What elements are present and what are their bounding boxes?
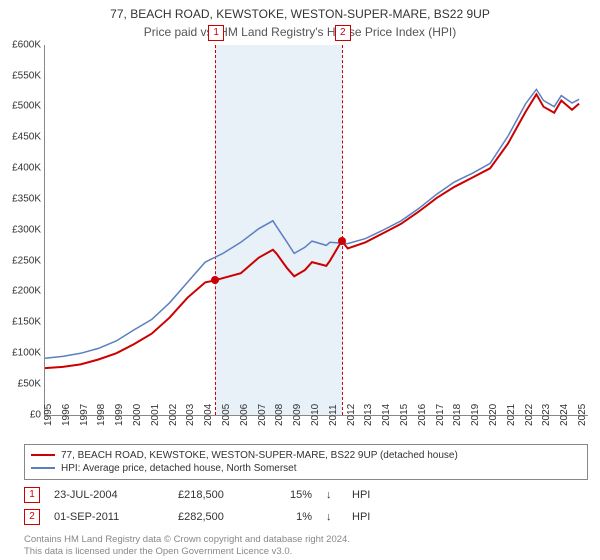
transaction-row: 2 01-SEP-2011 £282,500 1% ↓ HPI xyxy=(24,506,588,528)
legend: 77, BEACH ROAD, KEWSTOKE, WESTON-SUPER-M… xyxy=(24,444,588,480)
footer-line: Contains HM Land Registry data © Crown c… xyxy=(24,534,588,546)
chart-area: £0£50K£100K£150K£200K£250K£300K£350K£400… xyxy=(44,45,588,416)
transaction-date: 23-JUL-2004 xyxy=(54,489,164,501)
transaction-pct: 1% xyxy=(272,511,312,523)
x-axis: 1995199619971998199920002001200220032004… xyxy=(45,415,588,437)
legend-swatch xyxy=(31,467,55,469)
hpi-label: HPI xyxy=(352,489,370,501)
transaction-row: 1 23-JUL-2004 £218,500 15% ↓ HPI xyxy=(24,484,588,506)
transaction-table: 1 23-JUL-2004 £218,500 15% ↓ HPI 2 01-SE… xyxy=(24,484,588,528)
transaction-date: 01-SEP-2011 xyxy=(54,511,164,523)
legend-item: HPI: Average price, detached house, Nort… xyxy=(31,462,581,475)
transaction-pct: 15% xyxy=(272,489,312,501)
marker-badge: 1 xyxy=(24,487,40,503)
legend-label: HPI: Average price, detached house, Nort… xyxy=(61,463,297,474)
figure: 77, BEACH ROAD, KEWSTOKE, WESTON-SUPER-M… xyxy=(0,0,600,560)
footer-line: This data is licensed under the Open Gov… xyxy=(24,546,588,558)
arrow-down-icon: ↓ xyxy=(326,489,338,501)
hpi-label: HPI xyxy=(352,511,370,523)
legend-swatch xyxy=(31,454,55,456)
transaction-price: £218,500 xyxy=(178,489,258,501)
chart-subtitle: Price paid vs. HM Land Registry's House … xyxy=(0,25,600,39)
legend-label: 77, BEACH ROAD, KEWSTOKE, WESTON-SUPER-M… xyxy=(61,450,458,461)
transaction-price: £282,500 xyxy=(178,511,258,523)
legend-item: 77, BEACH ROAD, KEWSTOKE, WESTON-SUPER-M… xyxy=(31,449,581,462)
arrow-down-icon: ↓ xyxy=(326,511,338,523)
chart-title: 77, BEACH ROAD, KEWSTOKE, WESTON-SUPER-M… xyxy=(0,0,600,25)
chart-lines xyxy=(45,45,588,415)
footer: Contains HM Land Registry data © Crown c… xyxy=(24,534,588,559)
marker-badge: 2 xyxy=(24,509,40,525)
